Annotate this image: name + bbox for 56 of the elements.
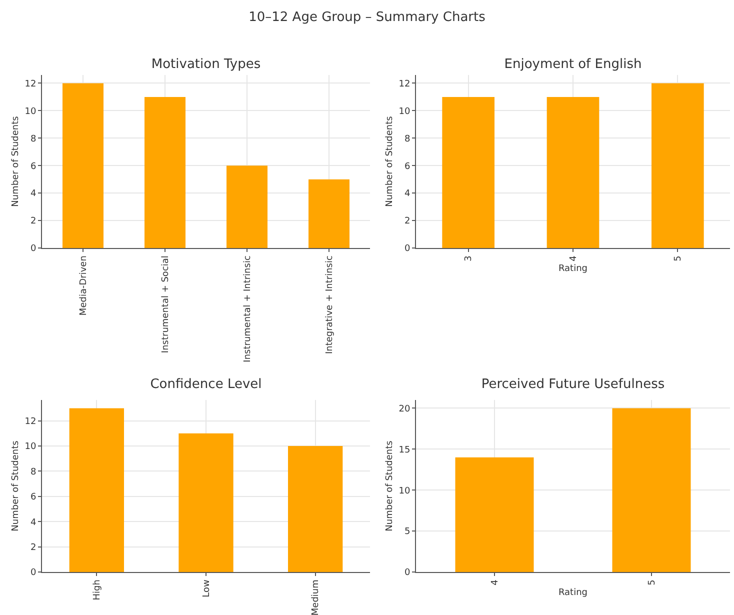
x-tick-label: 3 <box>464 256 474 262</box>
x-tick-label: 5 <box>674 256 684 262</box>
x-tick-label: High <box>92 580 103 600</box>
bar <box>69 408 124 572</box>
x-axis-title: Rating <box>558 588 588 598</box>
x-tick-label: 4 <box>568 255 579 262</box>
y-tick-label: 0 <box>30 244 36 254</box>
chart-title: Confidence Level <box>150 377 262 392</box>
y-tick-label: 12 <box>398 79 410 90</box>
y-tick-label: 15 <box>398 445 410 456</box>
y-tick-label: 2 <box>30 216 36 227</box>
x-tick-label: Medium <box>311 580 322 615</box>
y-tick-label: 12 <box>24 79 36 90</box>
text: 10–12 Age Group – Summary Charts <box>248 10 486 25</box>
y-tick-label: 8 <box>404 134 410 144</box>
x-axis-title: Rating <box>558 264 588 274</box>
bar <box>226 166 268 248</box>
x-tick-label: 4 <box>490 579 500 586</box>
y-tick-label: 0 <box>30 568 36 578</box>
y-tick-label: 20 <box>398 404 410 414</box>
y-tick-label: 6 <box>404 162 410 172</box>
x-tick-label: Instrumental + Social <box>160 256 171 354</box>
y-axis-title: Number of Students <box>385 116 396 207</box>
bar <box>62 83 104 248</box>
chart-title: Enjoyment of English <box>504 57 642 72</box>
y-axis-title: Number of Students <box>11 440 22 532</box>
y-tick-label: 5 <box>404 527 410 538</box>
x-tick-label: Instrumental + Intrinsic <box>242 256 253 362</box>
y-tick-label: 4 <box>30 189 36 200</box>
y-tick-label: 0 <box>404 568 410 578</box>
y-tick-label: 4 <box>404 189 410 200</box>
y-tick-label: 2 <box>30 542 36 553</box>
y-tick-label: 12 <box>24 416 36 427</box>
y-axis-title: Number of Students <box>385 440 396 532</box>
x-tick-label: Media-Driven <box>78 256 89 316</box>
y-tick-label: 10 <box>24 106 36 117</box>
y-tick-label: 0 <box>404 244 410 254</box>
bar <box>144 96 186 248</box>
y-tick-label: 6 <box>30 492 36 503</box>
x-tick-label: 5 <box>647 580 658 586</box>
y-tick-label: 10 <box>24 442 36 452</box>
bar <box>288 446 343 572</box>
y-tick-label: 2 <box>404 216 410 227</box>
y-tick-label: 8 <box>30 467 36 478</box>
bar <box>178 433 234 572</box>
y-tick-label: 10 <box>398 486 410 496</box>
chart-title: Motivation Types <box>151 57 261 72</box>
y-tick-label: 8 <box>30 134 36 144</box>
y-tick-label: 6 <box>30 162 36 172</box>
x-tick-label: Low <box>202 580 212 598</box>
x-tick-label: Integrative + Intrinsic <box>324 256 335 354</box>
bar <box>308 179 350 248</box>
y-tick-label: 10 <box>398 106 410 117</box>
chart-title: Perceived Future Usefulness <box>481 377 665 392</box>
y-axis-title: Number of Students <box>11 116 22 207</box>
y-tick-label: 4 <box>30 518 36 528</box>
